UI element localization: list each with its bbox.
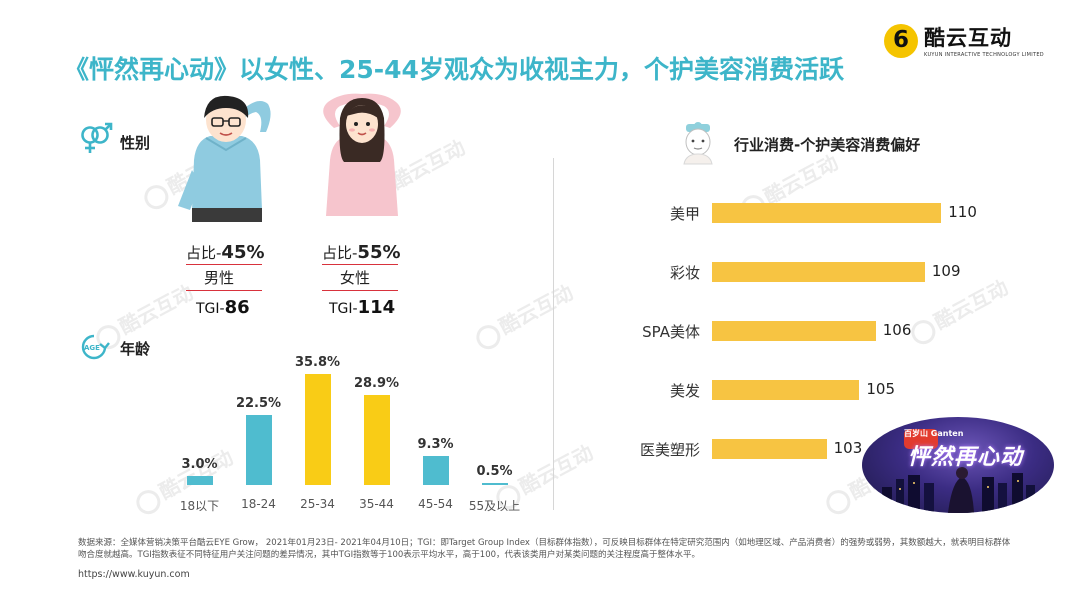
pref-bar — [712, 380, 860, 400]
female-divider — [322, 290, 398, 291]
pref-section-label: 行业消费-个护美容消费偏好 — [734, 136, 921, 154]
poster-title: 怦然再心动 — [908, 445, 1024, 470]
pref-category-label: 美甲 — [669, 205, 700, 223]
logo-subtitle: KUYUN INTERACTIVE TECHNOLOGY LIMITED — [924, 52, 1044, 58]
pref-bar — [712, 321, 876, 341]
pref-bar — [712, 203, 942, 223]
female-figure-icon — [323, 93, 401, 216]
age-bar — [422, 456, 449, 485]
male-label: 男性 — [204, 269, 235, 287]
female-tgi: TGI-114 — [329, 297, 396, 318]
age-bar — [363, 395, 390, 485]
pref-category-label: 彩妆 — [669, 264, 700, 282]
male-share: 占比-45% — [186, 242, 265, 263]
gender-icon — [81, 122, 113, 153]
kuyun-logo: 6 酷云互动 KUYUN INTERACTIVE TECHNOLOGY LIMI… — [884, 22, 1044, 66]
age-category-label: 18-24 — [241, 497, 276, 511]
pref-category-label: 医美塑形 — [639, 441, 700, 459]
pref-bar — [712, 439, 827, 459]
male-figure-icon — [178, 95, 271, 222]
pref-value-label: 109 — [931, 262, 961, 280]
age-bar — [481, 483, 508, 485]
pref-value-label: 105 — [866, 380, 896, 398]
pref-bar-chart: 美甲 110 彩妆 109 SPA美体 106 美发 105 医美塑形 103 — [600, 195, 1000, 485]
age-bar — [245, 415, 272, 485]
age-bar — [304, 374, 331, 485]
male-divider — [186, 290, 262, 291]
female-share: 占比-55% — [322, 242, 401, 263]
logo-mark-icon: 6 — [884, 24, 918, 58]
pref-value-label: 110 — [948, 203, 977, 221]
section-divider — [553, 158, 554, 510]
age-category-label: 55及以上 — [468, 499, 521, 513]
age-value-label: 28.9% — [353, 376, 400, 392]
logo-name: 酷云互动 — [924, 26, 1012, 50]
age-category-label: 35-44 — [359, 497, 394, 511]
pref-value-label: 103 — [833, 439, 863, 457]
show-poster-image: 百岁山 Ganten 怦然再心动 — [862, 417, 1054, 513]
age-value-label: 3.0% — [181, 456, 218, 472]
sponsor-badge: 百岁山 Ganten — [904, 429, 963, 449]
age-value-label: 35.8% — [294, 355, 341, 371]
age-value-label: 0.5% — [476, 464, 513, 479]
age-bar — [186, 475, 213, 485]
male-tgi: TGI-86 — [196, 297, 250, 318]
male-divider — [186, 264, 262, 265]
pref-bar — [712, 262, 925, 282]
pref-value-label: 106 — [882, 321, 912, 339]
age-category-label: 18以下 — [179, 499, 220, 513]
age-category-label: 25-34 — [300, 497, 335, 511]
age-section-label: 年龄 — [120, 340, 151, 358]
age-bar-chart: 3.0% 18以下 22.5% 18-24 35.8% 25-34 28.9% 35-44 9.… — [150, 345, 520, 525]
website-url: https://www.kuyun.com — [78, 569, 190, 580]
svg-text:AGE: AGE — [84, 344, 100, 352]
pref-category-label: 美发 — [669, 382, 700, 400]
age-value-label: 22.5% — [235, 396, 282, 412]
female-label: 女性 — [340, 269, 371, 287]
page-title: 《怦然再心动》以女性、25-44岁观众为收视主力，个护美容消费活跃 — [64, 55, 844, 84]
watermark: 酷云互动 — [469, 277, 577, 353]
gender-section-label: 性别 — [120, 134, 151, 152]
age-value-label: 9.3% — [417, 437, 454, 453]
female-divider — [322, 264, 398, 265]
data-source-note: 数据来源：全媒体营销决策平台酷云EYE Grow， 2021年01月23日- 2… — [78, 538, 1011, 560]
pref-category-label: SPA美体 — [642, 323, 700, 341]
age-icon: AGE — [81, 334, 110, 360]
face-mask-icon — [683, 122, 713, 165]
age-category-label: 45-54 — [418, 497, 453, 511]
